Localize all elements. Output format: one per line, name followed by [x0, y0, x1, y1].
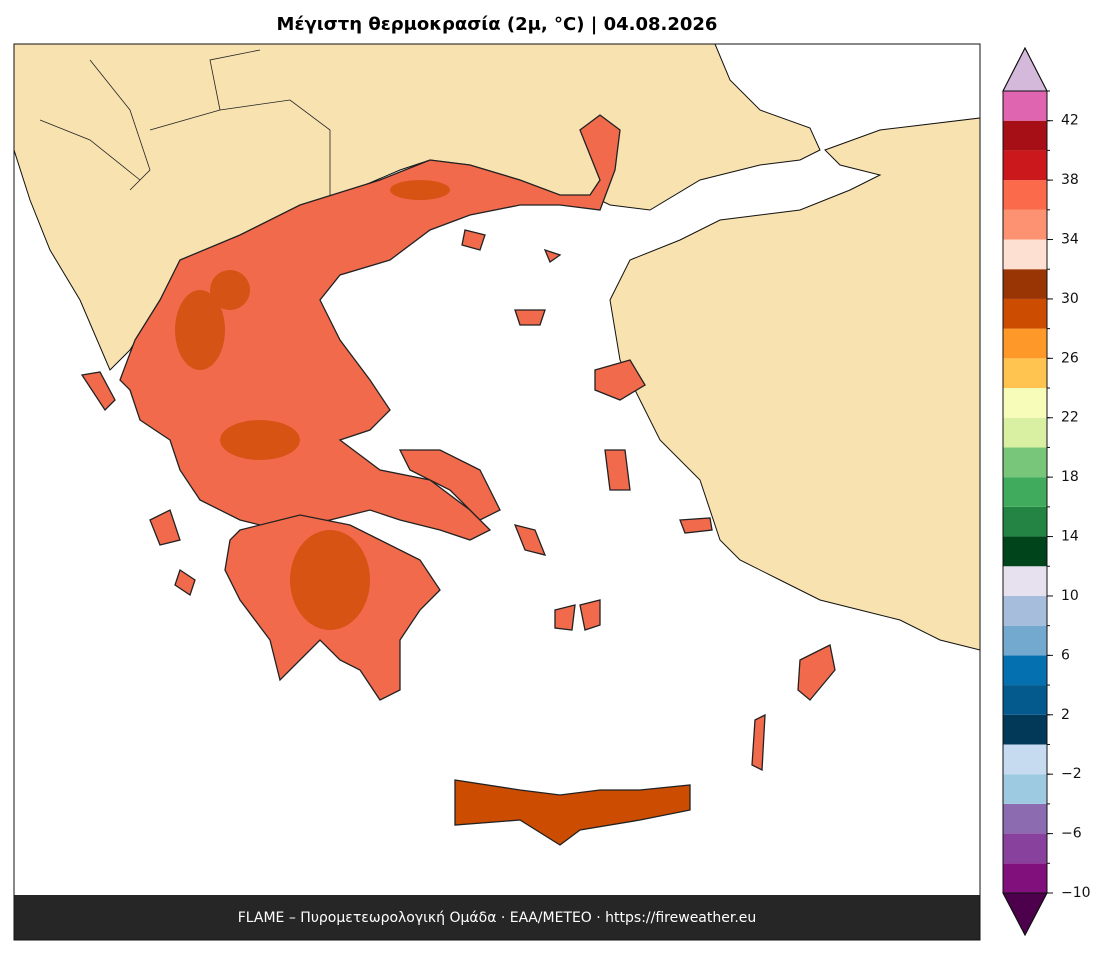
colorbar-bin — [1003, 833, 1047, 864]
tick-label: −2 — [1061, 766, 1082, 782]
tick-label: 26 — [1061, 350, 1079, 366]
colorbar-bin — [1003, 714, 1047, 745]
tick-label: −6 — [1061, 826, 1082, 842]
colorbar-bin — [1003, 358, 1047, 389]
colorbar-bin — [1003, 180, 1047, 210]
borders — [39, 49, 331, 200]
colorbar-bin — [1003, 298, 1047, 329]
colorbar-bin — [1003, 655, 1047, 686]
colorbar-bin — [1003, 803, 1047, 834]
footer-band — [14, 895, 980, 940]
warm-patches — [175, 180, 620, 822]
colorbar-bin — [1003, 269, 1047, 299]
extend-max — [1002, 46, 1048, 92]
colorbar-bin — [1003, 209, 1047, 240]
tick-label: 14 — [1061, 529, 1079, 545]
colorbar-bin — [1003, 328, 1047, 359]
colorbar-bin — [1003, 774, 1047, 804]
tick-label: 38 — [1061, 172, 1079, 188]
colorbar-bin — [1003, 239, 1047, 270]
extend-min — [1002, 892, 1048, 937]
tick-label: 22 — [1061, 410, 1079, 426]
tick-label: 10 — [1061, 588, 1079, 604]
footer: FLAME – Πυρομετεωρολογική Ομάδα · ΕΑΑ/ME… — [238, 910, 757, 926]
colorbar-bin — [1003, 91, 1047, 121]
colorbar-bin — [1003, 863, 1047, 893]
turkey — [609, 117, 981, 651]
map-title: Μέγιστη θερμοκρασία (2μ, °C) | 04.08.202… — [277, 14, 718, 35]
colorbar-bin — [1003, 685, 1047, 715]
colorbar-bin — [1003, 120, 1047, 151]
colorbar-bin — [1003, 506, 1047, 537]
tick-label: −10 — [1061, 885, 1091, 901]
tick-label: 6 — [1061, 647, 1070, 663]
colorbar-bin — [1003, 625, 1047, 656]
tick-label: 2 — [1061, 707, 1070, 723]
evia — [398, 449, 501, 521]
colorbar-bin — [1003, 388, 1047, 418]
tick-label: 30 — [1061, 291, 1079, 307]
colorbar-bin — [1003, 447, 1047, 478]
map — [13, 43, 981, 940]
colorbar-bin — [1003, 417, 1047, 448]
colorbar-bin — [1003, 566, 1047, 596]
tick-label: 42 — [1061, 113, 1079, 129]
tick-label: 34 — [1061, 232, 1079, 248]
colorbar-bin — [1003, 595, 1047, 626]
crete — [454, 779, 691, 846]
map-frame — [13, 43, 981, 941]
colorbar-bin — [1003, 477, 1047, 507]
tick-label: 18 — [1061, 469, 1079, 485]
islands — [80, 229, 836, 772]
colorbar-bin — [1003, 150, 1047, 181]
colorbar-bin — [1003, 536, 1047, 567]
colorbar-bin — [1003, 744, 1047, 775]
